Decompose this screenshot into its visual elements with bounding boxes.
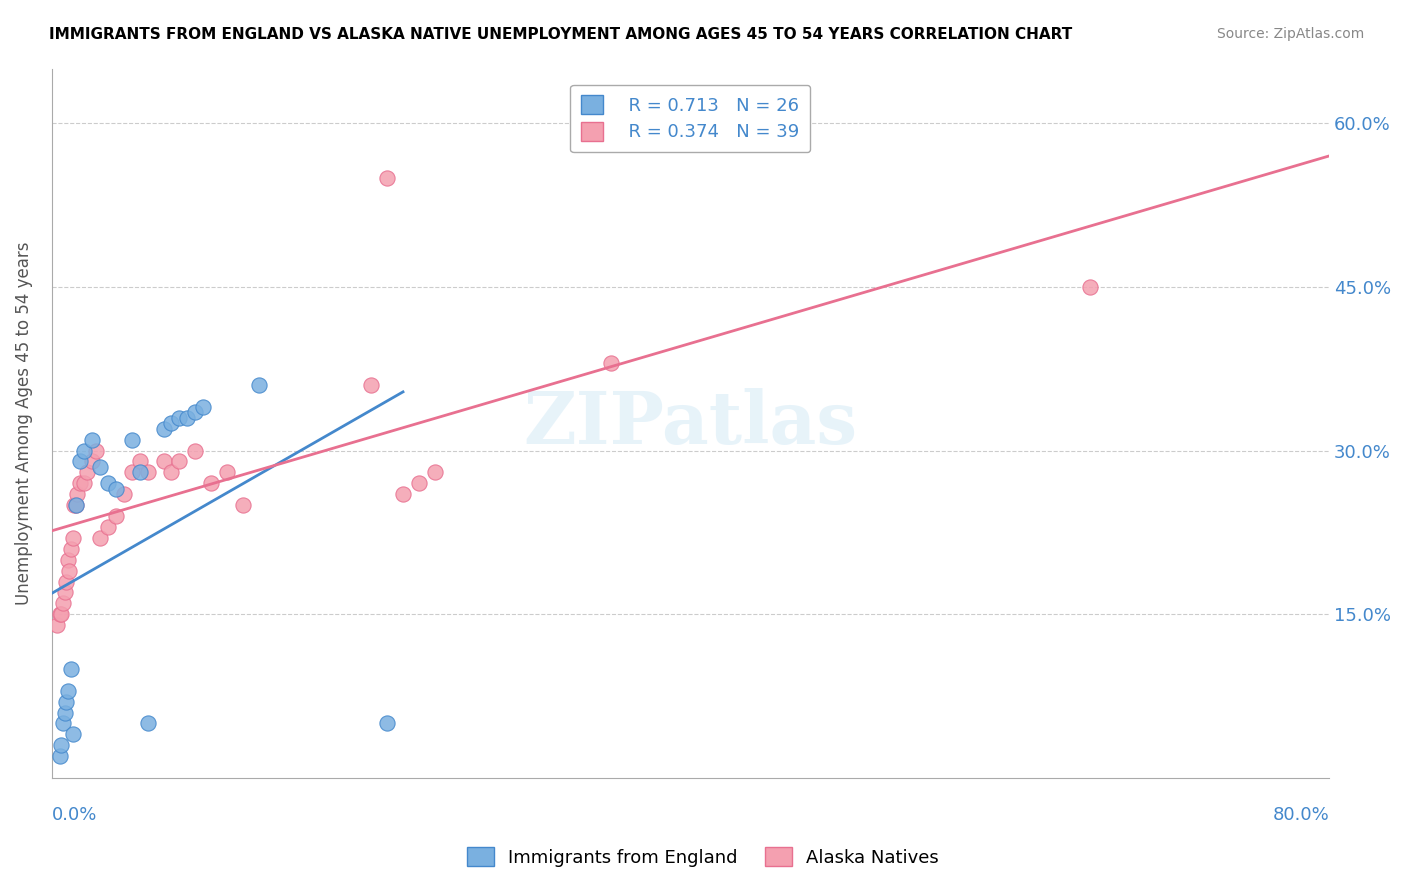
Point [104, 482, 127, 496]
Text: 80.0%: 80.0% [1272, 806, 1329, 824]
Point [136, 466, 159, 480]
Point [599, 356, 621, 370]
Point [152, 422, 174, 436]
Point [65, 498, 87, 512]
Point [128, 466, 150, 480]
Point [55, 695, 77, 709]
Point [423, 466, 446, 480]
Point [86, 443, 108, 458]
Point [375, 716, 398, 731]
Point [65, 498, 87, 512]
Point [97, 476, 120, 491]
Point [247, 378, 270, 392]
Point [62, 727, 84, 741]
Point [176, 410, 198, 425]
Point [200, 476, 222, 491]
Point [360, 378, 382, 392]
Point [169, 410, 191, 425]
Point [121, 466, 143, 480]
Point [392, 487, 415, 501]
Point [169, 454, 191, 468]
Point [56, 552, 79, 566]
Point [58, 564, 80, 578]
Point [80, 454, 103, 468]
Point [62, 531, 84, 545]
Text: ZIPatlas: ZIPatlas [523, 388, 858, 458]
Point [55, 574, 77, 589]
Point [408, 476, 430, 491]
Point [56, 683, 79, 698]
Text: Source: ZipAtlas.com: Source: ZipAtlas.com [1216, 27, 1364, 41]
Point [53, 585, 76, 599]
Point [51, 607, 73, 622]
Point [121, 433, 143, 447]
Point [375, 170, 398, 185]
Point [59, 541, 82, 556]
Point [76, 466, 98, 480]
Point [45, 618, 67, 632]
Legend:   R = 0.713   N = 26,   R = 0.374   N = 39: R = 0.713 N = 26, R = 0.374 N = 39 [571, 85, 810, 153]
Point [59, 662, 82, 676]
Point [160, 466, 183, 480]
Point [73, 476, 96, 491]
Point [97, 520, 120, 534]
Text: IMMIGRANTS FROM ENGLAND VS ALASKA NATIVE UNEMPLOYMENT AMONG AGES 45 TO 54 YEARS : IMMIGRANTS FROM ENGLAND VS ALASKA NATIVE… [49, 27, 1073, 42]
Point [51, 738, 73, 752]
Point [136, 716, 159, 731]
Point [66, 487, 89, 501]
Point [48, 607, 70, 622]
Point [89, 531, 111, 545]
Legend: Immigrants from England, Alaska Natives: Immigrants from England, Alaska Natives [460, 840, 946, 874]
Point [128, 454, 150, 468]
Y-axis label: Unemployment Among Ages 45 to 54 years: Unemployment Among Ages 45 to 54 years [15, 242, 32, 605]
Point [63, 498, 86, 512]
Point [73, 443, 96, 458]
Point [52, 716, 75, 731]
Text: 0.0%: 0.0% [52, 806, 97, 824]
Point [160, 417, 183, 431]
Point [53, 706, 76, 720]
Point [152, 454, 174, 468]
Point [52, 596, 75, 610]
Point [217, 466, 239, 480]
Point [89, 459, 111, 474]
Point [184, 443, 207, 458]
Point [104, 509, 127, 524]
Point [184, 405, 207, 419]
Point [232, 498, 254, 512]
Point [69, 476, 91, 491]
Point [112, 487, 135, 501]
Point [193, 400, 215, 414]
Point [80, 433, 103, 447]
Point [48, 749, 70, 764]
Point [1078, 280, 1101, 294]
Point [69, 454, 91, 468]
